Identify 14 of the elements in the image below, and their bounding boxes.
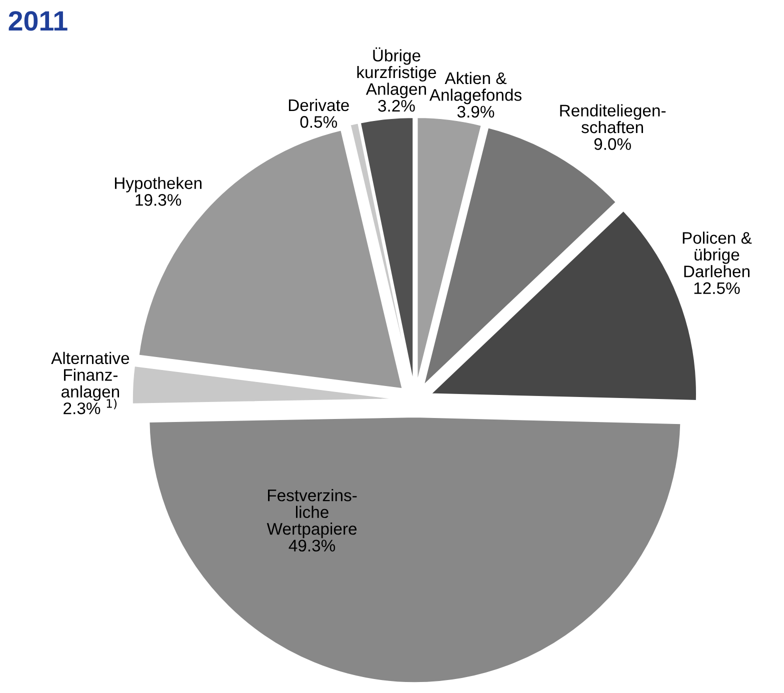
slice-label: Policen & übrige Darlehen: [682, 232, 752, 278]
data-label: 0.5%: [300, 116, 338, 128]
data-label: 3.2%: [378, 100, 415, 112]
slice-label: Derivate: [288, 98, 349, 112]
data-label: 12.5%: [694, 282, 740, 294]
data-label: 19.3%: [136, 194, 182, 206]
slice-label: Renditeliegen- schaften: [560, 104, 666, 134]
data-label: 9.0%: [594, 138, 631, 150]
data-label: 3.9%: [457, 106, 494, 118]
data-label: 49.3%: [288, 540, 336, 552]
slice-label: Alternative Finanz- anlagen: [51, 352, 130, 401]
slice-label: Hypotheken: [114, 176, 202, 192]
chart-title: 2011: [8, 11, 68, 31]
slice-label: Festverzins- liche Wertpapiere: [266, 489, 357, 538]
